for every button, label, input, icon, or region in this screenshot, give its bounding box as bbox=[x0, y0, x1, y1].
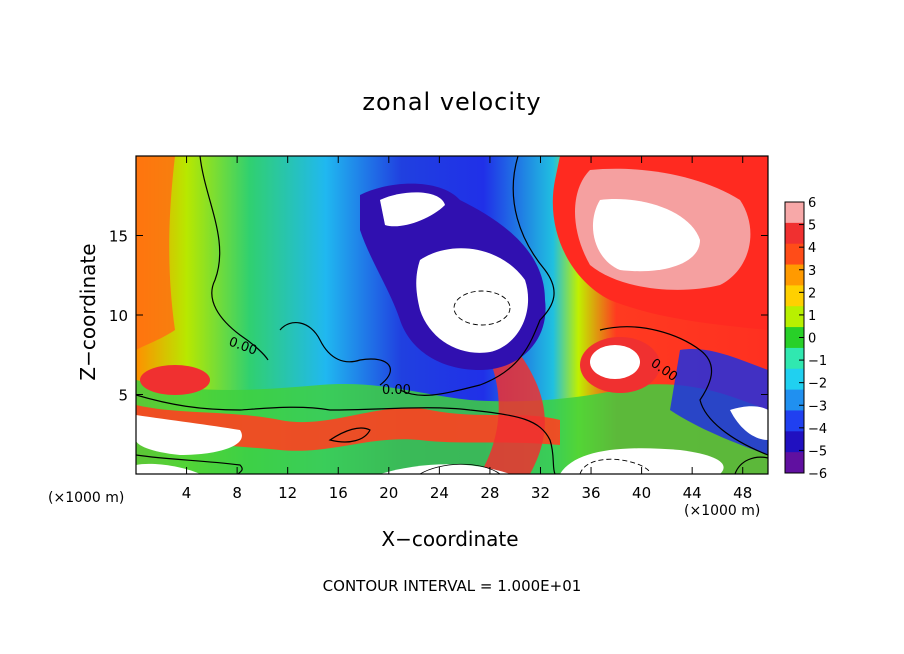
contour-label: 0.00 bbox=[382, 383, 411, 398]
colorbar-tick-label: 0 bbox=[808, 332, 816, 347]
x-tick-label: 40 bbox=[632, 484, 651, 502]
y-tick-label: 5 bbox=[118, 387, 128, 405]
colorbar-tick-label: −4 bbox=[808, 422, 827, 437]
x-unit-label-left: (×1000 m) bbox=[48, 490, 125, 506]
y-axis-label: Z−coordinate bbox=[76, 243, 100, 381]
x-axis: 4 8 12 16 20 24 28 32 36 40 44 48 bbox=[182, 156, 752, 502]
colorbar-tick-label: 2 bbox=[808, 286, 816, 301]
colorbar-segment bbox=[785, 327, 804, 349]
colorbar-tick-label: 3 bbox=[808, 264, 816, 279]
x-tick-label: 44 bbox=[683, 484, 702, 502]
x-tick-label: 12 bbox=[278, 484, 297, 502]
colorbar: 6 5 4 3 2 1 0 −1 −2 −3 −4 −5 −6 bbox=[784, 196, 827, 482]
zero-contours bbox=[136, 156, 768, 474]
colorbar-segment bbox=[785, 347, 804, 370]
negative-contours bbox=[453, 290, 651, 474]
chart-title: zonal velocity bbox=[362, 88, 542, 116]
colorbar-segment bbox=[785, 264, 804, 286]
x-tick-label: 36 bbox=[581, 484, 600, 502]
colorbar-tick-label: −1 bbox=[808, 354, 827, 369]
x-tick-label: 32 bbox=[531, 484, 550, 502]
x-tick-label: 8 bbox=[232, 484, 242, 502]
y-axis: 5 10 15 bbox=[109, 228, 768, 405]
colorbar-segment bbox=[785, 452, 804, 474]
x-tick-label: 16 bbox=[329, 484, 348, 502]
colorbar-segment bbox=[785, 222, 804, 245]
colorbar-tick-label: −2 bbox=[808, 377, 827, 392]
x-unit-label-right: (×1000 m) bbox=[684, 503, 761, 519]
y-tick-label: 10 bbox=[109, 307, 128, 325]
colorbar-tick-label: 6 bbox=[808, 196, 816, 211]
colorbar-segment bbox=[785, 368, 804, 391]
colorbar-tick-label: −3 bbox=[808, 399, 827, 414]
x-tick-label: 48 bbox=[733, 484, 752, 502]
y-tick-label: 15 bbox=[109, 228, 128, 246]
colorbar-segment bbox=[785, 431, 804, 453]
x-tick-label: 20 bbox=[379, 484, 398, 502]
contour-interval-note: CONTOUR INTERVAL = 1.000E+01 bbox=[322, 577, 582, 595]
colorbar-segment bbox=[785, 389, 804, 411]
x-tick-label: 4 bbox=[182, 484, 192, 502]
colorbar-tick-label: −5 bbox=[808, 444, 827, 459]
colorbar-segment bbox=[785, 243, 804, 266]
colorbar-tick-label: 4 bbox=[808, 241, 816, 256]
colorbar-segment bbox=[785, 306, 804, 328]
colorbar-segment bbox=[785, 202, 804, 224]
colorbar-segment bbox=[785, 285, 804, 307]
x-axis-label: X−coordinate bbox=[381, 527, 519, 551]
colorbar-tick-label: −6 bbox=[808, 467, 827, 482]
colorbar-tick-label: 1 bbox=[808, 309, 816, 324]
x-tick-label: 28 bbox=[480, 484, 499, 502]
velocity-field bbox=[136, 156, 768, 474]
colorbar-tick-label: 5 bbox=[808, 219, 816, 234]
x-tick-label: 24 bbox=[430, 484, 449, 502]
colorbar-segment bbox=[785, 410, 804, 432]
